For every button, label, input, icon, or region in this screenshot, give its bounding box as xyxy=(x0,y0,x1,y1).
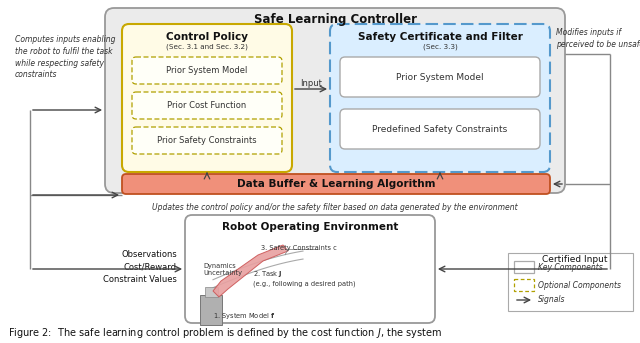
FancyBboxPatch shape xyxy=(132,127,282,154)
Text: Signals: Signals xyxy=(538,296,566,305)
Text: Modifies inputs if
perceived to be unsafe: Modifies inputs if perceived to be unsaf… xyxy=(556,28,640,49)
Text: Safe Learning Controller: Safe Learning Controller xyxy=(253,13,417,26)
Text: Robot Operating Environment: Robot Operating Environment xyxy=(222,222,398,232)
FancyBboxPatch shape xyxy=(122,174,550,194)
Text: 3. Safety Constraints c: 3. Safety Constraints c xyxy=(261,245,337,251)
Text: Figure 2:  The safe learning control problem is defined by the cost function $J$: Figure 2: The safe learning control prob… xyxy=(8,326,442,340)
FancyBboxPatch shape xyxy=(340,109,540,149)
Text: Certified Input: Certified Input xyxy=(541,255,607,264)
Bar xyxy=(205,287,218,297)
Bar xyxy=(514,279,534,291)
FancyBboxPatch shape xyxy=(340,57,540,97)
Bar xyxy=(514,261,534,273)
Text: Dynamics
Uncertainty: Dynamics Uncertainty xyxy=(203,263,242,276)
Text: Predefined Safety Constraints: Predefined Safety Constraints xyxy=(372,125,508,133)
Text: Input: Input xyxy=(300,79,322,87)
Text: Optional Components: Optional Components xyxy=(538,281,621,289)
Text: Observations
Cost/Reward
Constraint Values: Observations Cost/Reward Constraint Valu… xyxy=(103,250,177,284)
Text: Prior Safety Constraints: Prior Safety Constraints xyxy=(157,136,257,145)
Bar xyxy=(508,253,633,311)
Text: Prior System Model: Prior System Model xyxy=(166,66,248,75)
Text: Data Buffer & Learning Algorithm: Data Buffer & Learning Algorithm xyxy=(237,179,435,189)
Text: Key Components: Key Components xyxy=(538,262,603,272)
Text: 1. System Model $\mathbf{f}$: 1. System Model $\mathbf{f}$ xyxy=(213,311,275,321)
Text: Safety Certificate and Filter: Safety Certificate and Filter xyxy=(358,32,522,42)
Text: (Sec. 3.3): (Sec. 3.3) xyxy=(422,44,458,50)
FancyBboxPatch shape xyxy=(132,57,282,84)
FancyBboxPatch shape xyxy=(330,24,550,172)
FancyBboxPatch shape xyxy=(105,8,565,193)
Text: Updates the control policy and/or the safety filter based on data generated by t: Updates the control policy and/or the sa… xyxy=(152,202,518,212)
Text: 2. Task $\mathbf{J}$
(e.g., following a desired path): 2. Task $\mathbf{J}$ (e.g., following a … xyxy=(253,269,356,287)
Bar xyxy=(200,295,222,325)
FancyBboxPatch shape xyxy=(185,215,435,323)
FancyBboxPatch shape xyxy=(122,24,292,172)
FancyBboxPatch shape xyxy=(132,92,282,119)
Text: Prior System Model: Prior System Model xyxy=(396,72,484,82)
Text: Control Policy: Control Policy xyxy=(166,32,248,42)
Text: (Sec. 3.1 and Sec. 3.2): (Sec. 3.1 and Sec. 3.2) xyxy=(166,44,248,50)
Text: Computes inputs enabling
the robot to fulfil the task
while respecting safety
co: Computes inputs enabling the robot to fu… xyxy=(15,35,115,79)
Polygon shape xyxy=(213,245,288,297)
Text: Prior Cost Function: Prior Cost Function xyxy=(168,101,246,110)
